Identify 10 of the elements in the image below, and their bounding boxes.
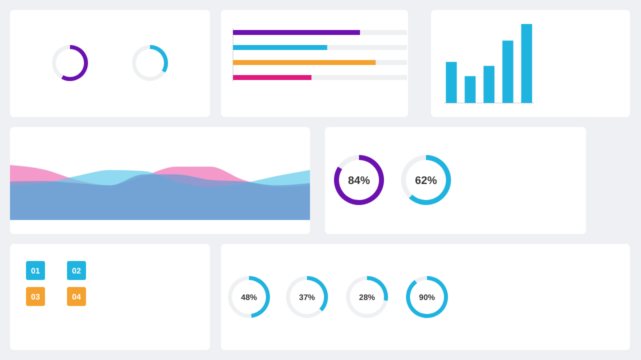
text: 28%	[358, 292, 376, 302]
text: 84%	[348, 174, 370, 187]
text: 62%	[414, 174, 438, 187]
text: 37%	[298, 292, 316, 302]
number-badge: 02	[67, 261, 86, 280]
text: 90%	[418, 292, 436, 302]
text: 48%	[240, 292, 258, 302]
number-badge: 03	[26, 287, 45, 306]
number-badge: 04	[67, 287, 86, 306]
number-badge: 01	[26, 261, 45, 280]
